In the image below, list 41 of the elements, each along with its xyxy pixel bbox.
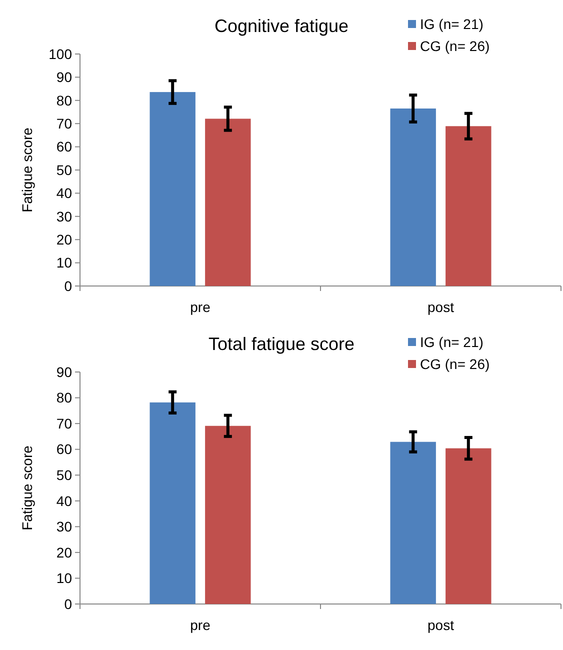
bar: [150, 92, 196, 286]
legend-label: IG (n= 21): [420, 334, 484, 350]
y-tick-label: 50: [56, 162, 72, 178]
y-tick-label: 70: [56, 415, 72, 432]
y-tick-label: 10: [56, 254, 72, 271]
bar: [150, 402, 196, 604]
x-tick-label: pre: [190, 617, 211, 633]
y-tick-label: 40: [56, 492, 72, 509]
y-tick-label: 70: [56, 116, 72, 132]
x-tick-label: post: [428, 299, 454, 315]
x-tick-label: pre: [190, 299, 211, 315]
y-tick-label: 10: [56, 570, 72, 586]
bar: [205, 118, 251, 286]
legend-label: CG (n= 26): [420, 356, 490, 372]
y-tick-label: 30: [56, 518, 72, 535]
y-tick-label: 100: [48, 46, 72, 62]
y-tick-label: 80: [56, 390, 72, 406]
bar: [446, 126, 492, 286]
bar: [205, 426, 251, 604]
y-tick-label: 0: [64, 596, 72, 612]
y-axis-title: Fatigue score: [19, 127, 35, 212]
y-tick-label: 40: [56, 185, 72, 202]
y-tick-label: 80: [56, 92, 72, 108]
y-tick-label: 20: [56, 232, 72, 248]
y-tick-label: 60: [56, 441, 72, 458]
chart-title: Cognitive fatigue: [214, 16, 349, 36]
bar: [446, 448, 492, 604]
y-tick-label: 50: [56, 467, 72, 484]
y-axis-title: Fatigue score: [19, 445, 35, 530]
y-tick-label: 20: [56, 544, 72, 560]
y-tick-label: 90: [56, 69, 72, 86]
y-tick-label: 90: [56, 364, 72, 380]
chart-title: Total fatigue score: [208, 334, 355, 354]
bar: [390, 442, 436, 604]
legend-label: IG (n= 21): [420, 16, 484, 32]
y-tick-label: 30: [56, 208, 72, 224]
bar: [390, 108, 436, 286]
y-tick-label: 0: [64, 278, 72, 294]
x-tick-label: post: [428, 617, 454, 633]
legend-label: CG (n= 26): [420, 38, 490, 54]
y-tick-label: 60: [56, 138, 72, 155]
